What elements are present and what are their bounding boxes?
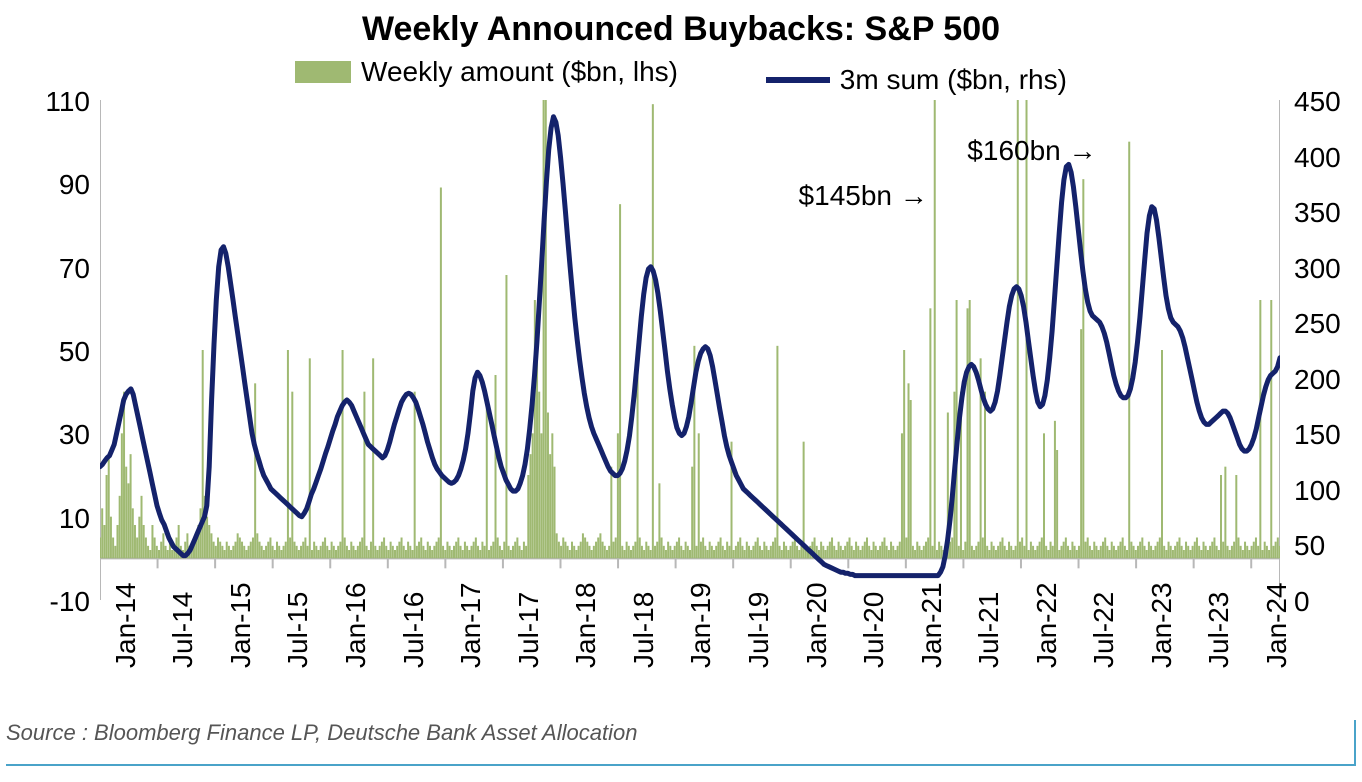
legend-swatch-bar [295, 61, 351, 83]
x-tick: Jan-20 [801, 583, 833, 669]
y-left-tick: 110 [10, 86, 90, 118]
x-tick: Jul-23 [1203, 592, 1235, 668]
x-tick: Jan-22 [1031, 583, 1063, 669]
annotation: $145bn → [799, 180, 928, 212]
y-right-tick: 350 [1294, 197, 1341, 229]
chart-title: Weekly Announced Buybacks: S&P 500 [0, 10, 1362, 49]
x-tick: Jan-16 [340, 583, 372, 669]
x-tick: Jul-20 [858, 592, 890, 668]
y-left-tick: 70 [10, 253, 90, 285]
x-tick: Jan-17 [455, 583, 487, 669]
y-right-tick: 150 [1294, 419, 1341, 451]
x-tick: Jan-19 [685, 583, 717, 669]
legend-label-bars: Weekly amount ($bn, lhs) [361, 56, 678, 88]
x-tick: Jan-21 [916, 583, 948, 669]
x-tick: Jan-15 [225, 583, 257, 669]
footer-tick [1354, 720, 1356, 766]
y-left-tick: 90 [10, 169, 90, 201]
y-left-tick: 50 [10, 336, 90, 368]
legend: Weekly amount ($bn, lhs) 3m sum ($bn, rh… [0, 56, 1362, 96]
x-tick: Jul-22 [1088, 592, 1120, 668]
x-tick: Jul-21 [973, 592, 1005, 668]
y-right-tick: 250 [1294, 308, 1341, 340]
x-tick: Jul-18 [628, 592, 660, 668]
y-right-tick: 450 [1294, 86, 1341, 118]
legend-item-bars: Weekly amount ($bn, lhs) [295, 56, 678, 88]
y-right-tick: 200 [1294, 364, 1341, 396]
x-tick: Jul-19 [743, 592, 775, 668]
y-right-tick: 400 [1294, 142, 1341, 174]
plot-area [100, 100, 1280, 600]
x-tick: Jan-14 [110, 583, 142, 669]
x-tick: Jan-23 [1146, 583, 1178, 669]
legend-swatch-line [766, 77, 830, 83]
legend-label-line: 3m sum ($bn, rhs) [840, 64, 1067, 96]
x-tick: Jul-14 [167, 592, 199, 668]
y-left-tick: 30 [10, 419, 90, 451]
y-left-tick: 10 [10, 503, 90, 535]
x-tick: Jul-17 [513, 592, 545, 668]
y-right-tick: 100 [1294, 475, 1341, 507]
footer-rule [6, 764, 1356, 766]
plot-svg [100, 100, 1280, 600]
x-tick: Jan-18 [570, 583, 602, 669]
annotation: $160bn → [967, 135, 1096, 167]
x-tick: Jan-24 [1261, 583, 1293, 669]
y-right-tick: 0 [1294, 586, 1310, 618]
source-text: Source : Bloomberg Finance LP, Deutsche … [6, 720, 637, 746]
x-tick: Jul-16 [398, 592, 430, 668]
chart-container: Weekly Announced Buybacks: S&P 500 Weekl… [0, 0, 1362, 782]
x-tick: Jul-15 [282, 592, 314, 668]
y-left-tick: -10 [10, 586, 90, 618]
y-right-tick: 50 [1294, 530, 1325, 562]
legend-item-line: 3m sum ($bn, rhs) [766, 64, 1067, 96]
y-right-tick: 300 [1294, 253, 1341, 285]
